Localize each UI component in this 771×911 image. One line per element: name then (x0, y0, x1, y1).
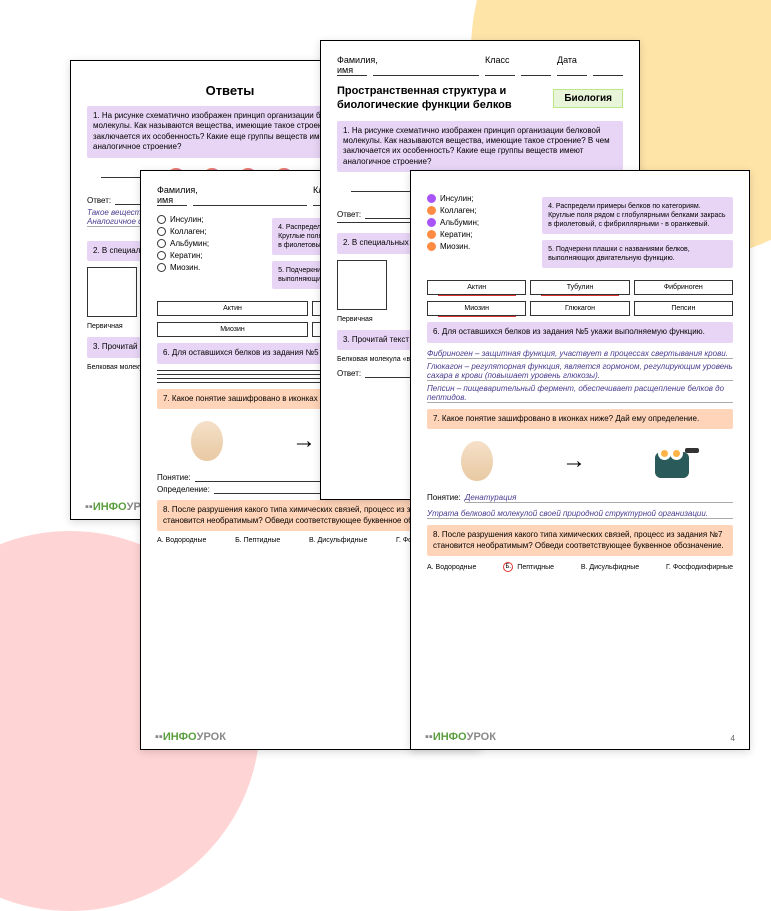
logo: ▪▪ИНФОУРОК (425, 731, 496, 743)
arrow-icon: → (292, 427, 316, 455)
main-title: Пространственная структура и биологическ… (337, 84, 543, 113)
egg-icon (191, 421, 223, 461)
small-box (87, 267, 137, 317)
small-box (337, 260, 387, 310)
mc-row: А. Водородные Б.Пептидные В. Дисульфидны… (427, 562, 733, 572)
a6-2: Глюкагон – регуляторная функция, являетс… (427, 362, 733, 381)
form-line: Фамилия, имя Класс Дата (337, 55, 623, 76)
q1-box: 1. На рисунке схематично изображен принц… (337, 121, 623, 173)
q8-box: 8. После разрушения какого типа химическ… (427, 525, 733, 556)
a6-3: Пепсин – пищеварительный фермент, обеспе… (427, 384, 733, 403)
a6-1: Фибриноген – защитная функция, участвует… (427, 349, 733, 359)
logo: ▪▪ИНФОУРОК (155, 731, 226, 743)
arrow-icon: → (562, 447, 586, 475)
egg-icon (461, 441, 493, 481)
btn-grid-6: АктинТубулинФибриноген (427, 280, 733, 295)
q5-box: 5. Подчеркни плашки с названиями белков,… (542, 240, 733, 268)
page-worksheet-filled: Инсулин; Коллаген; Альбумин; Кератин; Ми… (410, 170, 750, 750)
egg-diagram: → (427, 441, 733, 481)
subject-tag: Биология (553, 89, 623, 108)
q7-box: 7. Какое понятие зашифровано в иконках н… (427, 409, 733, 429)
page-number: 4 (731, 734, 735, 743)
q6-box: 6. Для оставшихся белков из задания №5 у… (427, 322, 733, 342)
pan-icon (655, 444, 699, 478)
q4-box: 4. Распредели примеры белков по категори… (542, 197, 733, 234)
def-ans: Утрата белковой молекулой своей природно… (427, 509, 733, 519)
protein-radios-filled: Инсулин; Коллаген; Альбумин; Кератин; Ми… (427, 191, 534, 274)
protein-radios: Инсулин; Коллаген; Альбумин; Кератин; Ми… (157, 212, 264, 295)
